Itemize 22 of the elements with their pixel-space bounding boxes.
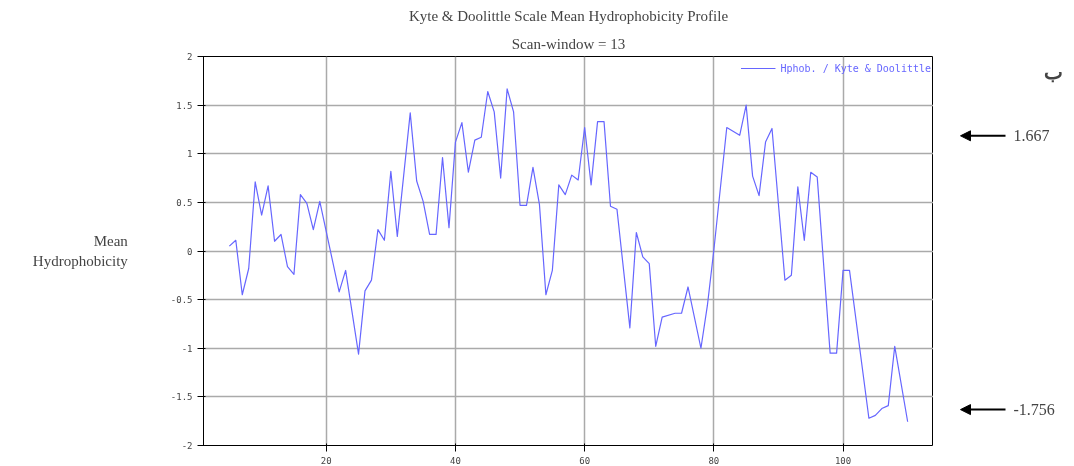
x-tick-label: 80: [708, 455, 720, 466]
y-tick-label: -1: [181, 343, 193, 354]
x-tick-label: 20: [320, 455, 332, 466]
text: ب: [1043, 59, 1063, 84]
y-tick-label: -2: [181, 441, 193, 451]
y-tick-label: 0.5: [176, 197, 193, 208]
line-series: [228, 88, 909, 423]
y-tick-label: 1.5: [176, 100, 193, 111]
y-tick-label: -1.5: [170, 392, 193, 403]
x-tick-label: 40: [450, 455, 461, 466]
y-tick-label: 2: [187, 52, 193, 62]
y-tick-label: 0: [187, 246, 193, 257]
chart-title: Kyte & Doolittle Scale Mean Hydrophobicity Profile: [408, 7, 729, 24]
x-tick-label: 100: [834, 455, 852, 466]
x-tick-label: 60: [579, 455, 591, 466]
text: 1.667: [1013, 127, 1050, 145]
y-tick-label: -0.5: [170, 295, 193, 306]
y-axis-title: Mean Hydrophobicity: [32, 233, 129, 269]
y-tick-label: 1: [187, 149, 193, 160]
chart-subtitle: Scan-window = 13: [511, 35, 626, 52]
text: -1.756: [1013, 401, 1055, 419]
legend-label: Hphob. / Kyte & Doolittle: [780, 62, 931, 74]
